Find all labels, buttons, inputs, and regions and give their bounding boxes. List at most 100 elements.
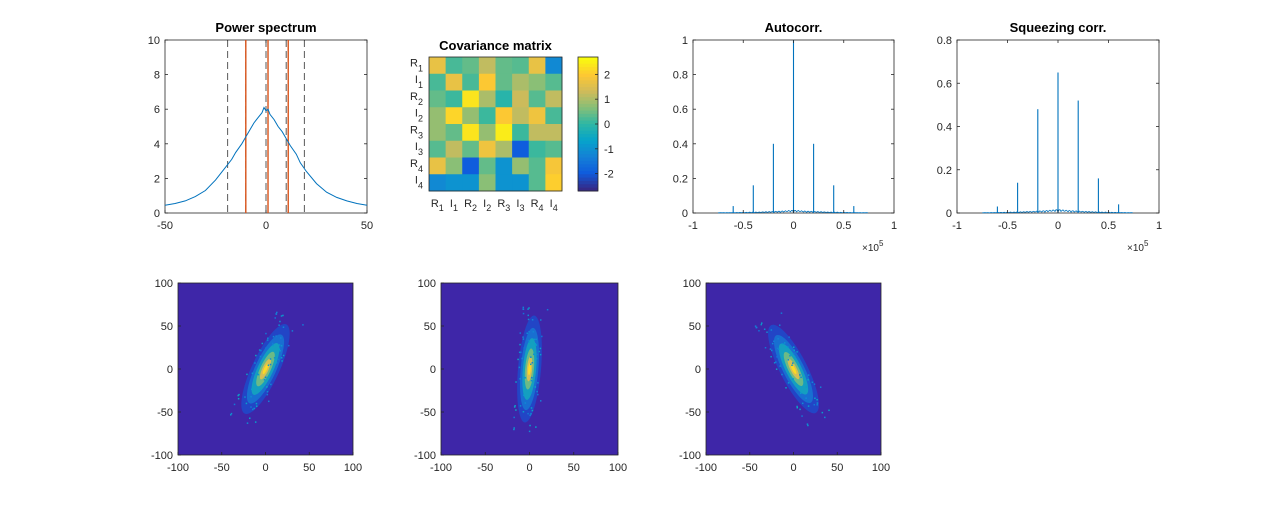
scatter1-point <box>260 349 262 352</box>
scatter2-xtick-label: -50 <box>477 462 493 474</box>
scatter1-point <box>257 373 260 376</box>
scatter2-point <box>527 412 529 415</box>
scatter2-axes: -100 -50 0 50 100 100 50 0 -50 -100 <box>414 278 627 474</box>
squeeze-title: Squeezing corr. <box>1010 20 1107 35</box>
colorbar-segment <box>578 180 598 185</box>
scatter2-xtick-label: 50 <box>568 462 580 474</box>
cov-cell <box>512 124 530 142</box>
scatter2-point <box>513 406 516 408</box>
scatter3-point <box>770 355 772 358</box>
power-title: Power spectrum <box>215 20 316 35</box>
cov-cell <box>512 174 530 192</box>
scatter3-ytick-label: -50 <box>685 407 701 419</box>
scatter2-point <box>530 379 533 382</box>
colorbar-segment <box>578 63 598 68</box>
scatter3-point <box>758 330 760 332</box>
cov-xtick-label: R4 <box>531 198 544 213</box>
colorbar-segment <box>578 107 598 112</box>
scatter3-xtick-label: 100 <box>872 462 890 474</box>
scatter1-ytick-label: -50 <box>157 407 173 419</box>
colorbar-segment <box>578 137 598 142</box>
cov-cell <box>478 57 496 75</box>
scatter1-xtick-label: 50 <box>303 462 315 474</box>
scatter3-point <box>796 406 799 409</box>
cov-cell <box>495 157 513 175</box>
power-xtick-label: 0 <box>263 220 269 232</box>
scatter2-point <box>528 430 531 433</box>
scatter1-point <box>281 360 283 362</box>
autocorr-xtick-label: -0.5 <box>734 220 753 232</box>
autocorr-title: Autocorr. <box>765 20 823 35</box>
squeeze-axes: -1 -0.5 0 0.5 1 0 0.2 0.4 0.6 0.8 ×105 Squeezing co… <box>937 20 1162 254</box>
colorbar-segment <box>578 134 598 138</box>
squeeze-xtick-label: -1 <box>952 220 962 232</box>
scatter2-ytick-label: 50 <box>424 321 436 333</box>
scatter2-point <box>527 318 530 321</box>
scatter1-point <box>256 373 259 375</box>
cov-ytick-label: I3 <box>415 141 423 157</box>
scatter1-point <box>288 344 290 347</box>
scatter1-point <box>259 389 262 391</box>
autocorr-ytick-label: 0.4 <box>673 139 688 151</box>
scatter2-point <box>530 356 532 358</box>
colorbar-segment <box>578 154 598 158</box>
scatter1-point <box>255 354 257 357</box>
scatter3-point <box>824 416 826 419</box>
squeeze-xtick-label: -0.5 <box>998 220 1017 232</box>
power-ytick-label: 0 <box>154 208 160 220</box>
scatter3-point <box>816 404 818 406</box>
colorbar-segment <box>578 174 598 179</box>
cov-xtick-label: I2 <box>483 198 491 213</box>
scatter3-ytick-label: -100 <box>679 450 701 462</box>
scatter3-point <box>792 362 794 364</box>
cov-cell <box>545 174 563 192</box>
scatter1-density-level <box>262 363 269 375</box>
colorbar-segment <box>578 127 598 132</box>
scatter1-ytick-label: 100 <box>155 278 173 290</box>
scatter2-point <box>524 402 527 404</box>
cov-cell <box>512 107 530 125</box>
scatter2-point <box>518 351 521 354</box>
colorbar-tick-label: 2 <box>604 69 610 81</box>
scatter2-point <box>522 410 525 413</box>
scatter2-point <box>530 407 533 409</box>
scatter3-point <box>791 378 794 380</box>
colorbar-segment <box>578 67 598 71</box>
colorbar-segment <box>578 87 598 91</box>
scatter1-point <box>269 358 272 360</box>
squeeze-exponent-label: ×105 <box>1127 239 1149 254</box>
scatter1-point <box>266 393 269 396</box>
scatter2-ytick-label: -100 <box>414 450 436 462</box>
scatter3-point <box>806 423 809 425</box>
scatter2-point <box>539 400 542 402</box>
scatter1-axes: -100 -50 0 50 100 100 50 0 -50 -100 <box>151 278 362 474</box>
cov-cell <box>478 73 496 91</box>
scatter2-point <box>528 330 530 333</box>
scatter2-point <box>524 377 527 379</box>
colorbar-segment <box>578 187 598 192</box>
scatter1-xtick-label: -100 <box>167 462 189 474</box>
scatter1-point <box>254 421 257 423</box>
scatter1-point <box>279 350 281 352</box>
cov-cell <box>462 90 480 108</box>
scatter2-point <box>523 347 525 349</box>
scatter3-xtick-label: 0 <box>790 462 796 474</box>
scatter3-point <box>773 340 775 343</box>
scatter2-point <box>538 350 541 353</box>
scatter1-point <box>259 355 262 358</box>
scatter2-point <box>522 308 524 310</box>
scatter1-point <box>278 348 281 350</box>
scatter3-point <box>769 348 772 350</box>
cov-cell <box>462 140 480 158</box>
scatter3-point <box>813 403 816 406</box>
scatter3-point <box>755 326 758 329</box>
cov-cell <box>545 157 563 175</box>
cov-cell <box>429 57 447 75</box>
scatter3-point <box>816 398 818 401</box>
cov-cell <box>528 140 546 158</box>
scatter1-point <box>273 357 276 359</box>
scatter3-point <box>805 397 807 399</box>
squeeze-ytick-label: 0 <box>946 208 952 220</box>
